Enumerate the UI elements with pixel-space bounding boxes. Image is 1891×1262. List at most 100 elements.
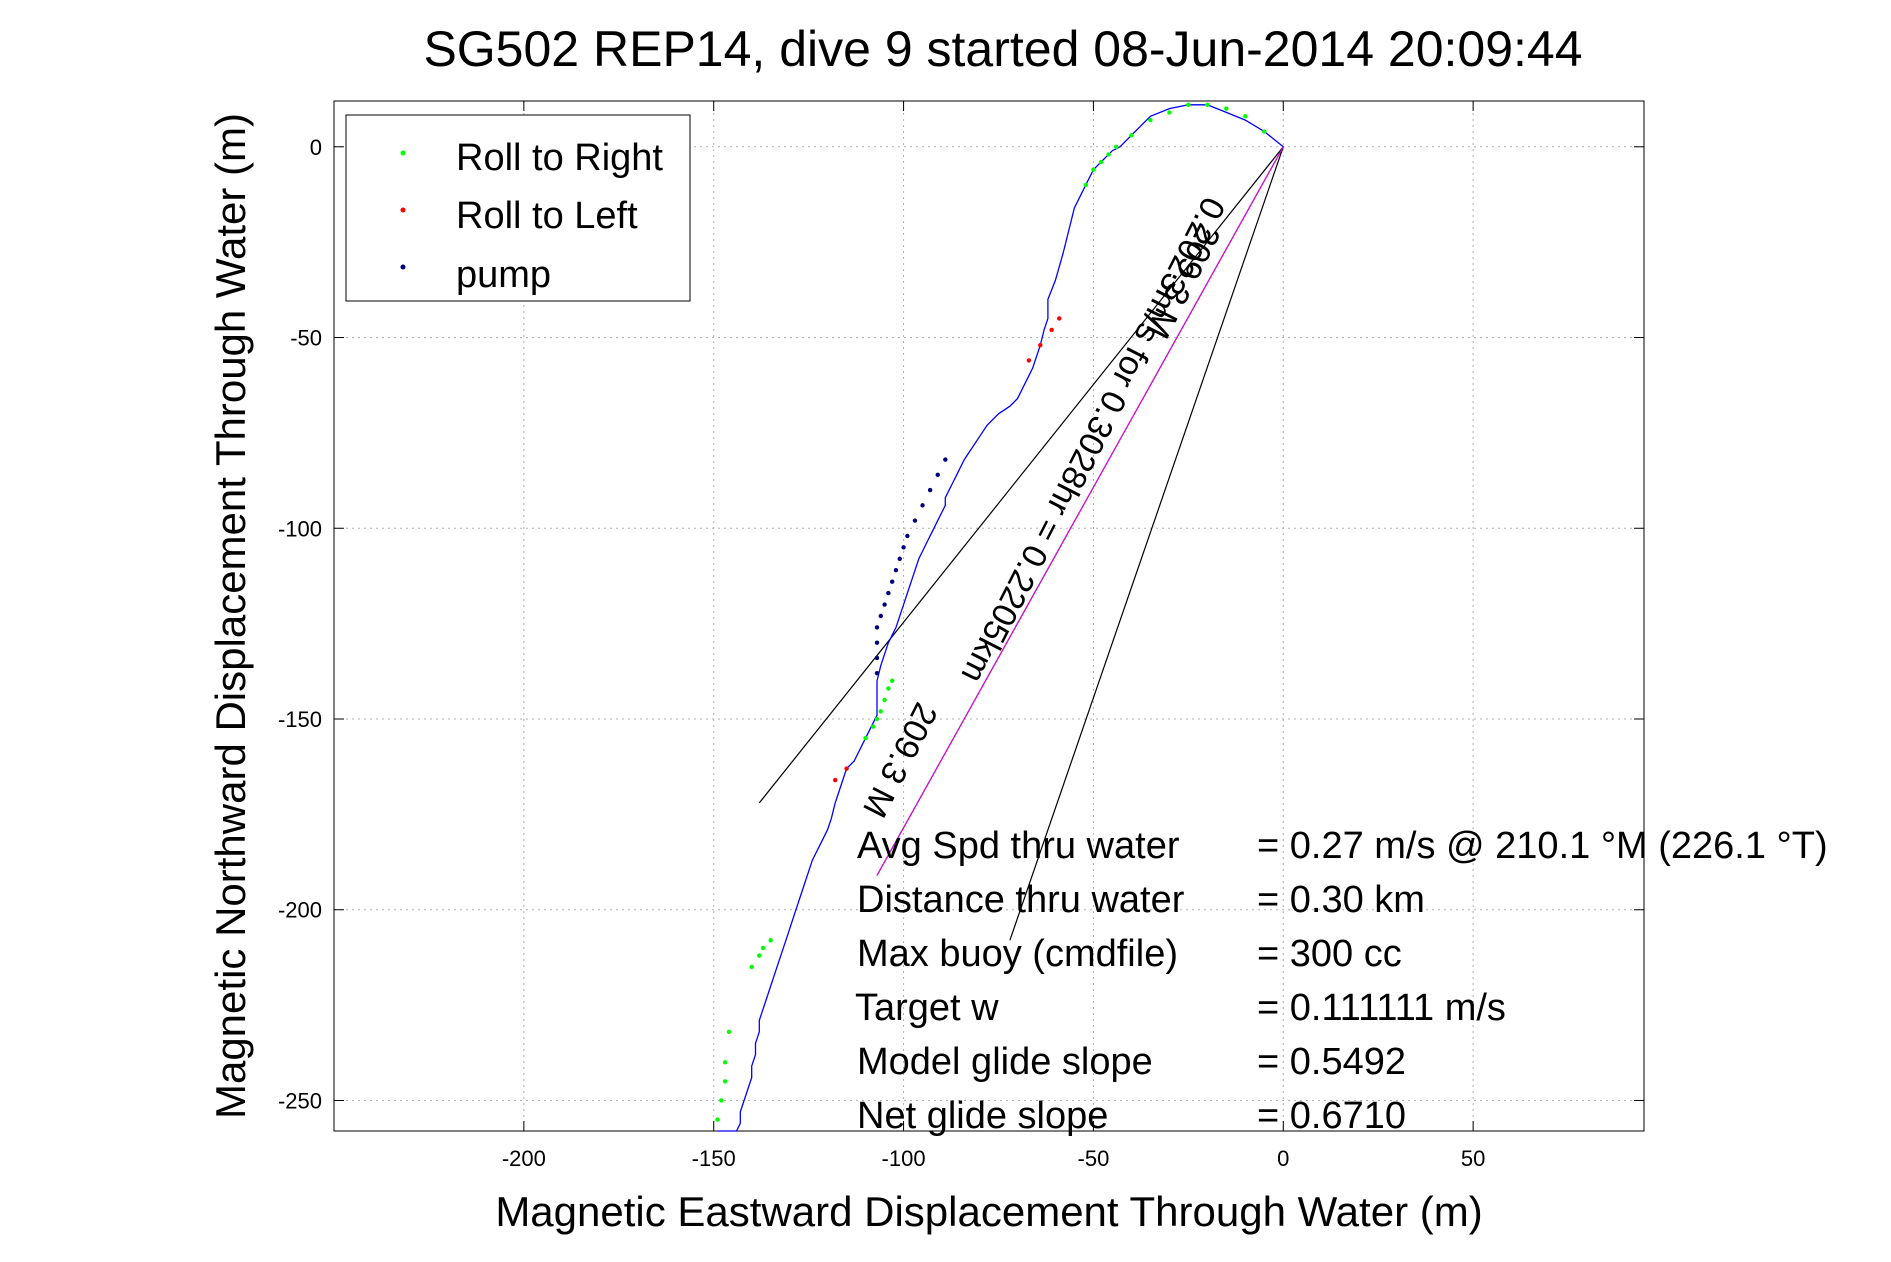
stat-label-target-w: Target w [855,987,999,1029]
pump-point [874,640,880,645]
roll-right-point [715,1117,720,1122]
heading-annotation-2: 209.3 M [855,697,945,824]
roll-right-point [1114,144,1119,149]
roll-right-point [760,945,766,951]
pump-point [893,568,899,573]
pump-point [886,590,891,596]
pump-point [874,625,880,630]
pump-point [874,671,880,676]
roll-right-point [1091,167,1096,172]
roll-right-point [1083,182,1089,188]
roll-right-point [1262,129,1267,134]
plot-frame [333,100,1645,1132]
x-tick-label: 50 [1461,1146,1485,1171]
roll-right-point [874,716,880,722]
roll-right-point [863,735,868,741]
stat-label-max-buoy: Max buoy (cmdfile) [857,933,1178,975]
roll-right-point [719,1098,724,1103]
pump-point [943,457,948,462]
stat-value-max-buoy: = 300 cc [1257,933,1402,975]
legend-label-pump: pump [456,254,551,296]
y-tick-label: 0 [310,135,322,160]
heading-lines [758,146,1284,941]
x-tick-label: -200 [502,1146,546,1171]
legend: Roll to Right Roll to Left pump [345,114,691,302]
pump-point [912,518,918,523]
roll-right-point [722,1079,728,1084]
pump-point [897,556,902,561]
track-points [715,102,1267,1122]
axis-ticks: -200 -150 -100 -50 0 50 0 -50 -100 -150 -200 -250 [278,101,1644,1171]
x-tick-label: 0 [1277,1146,1289,1171]
roll-right-point [768,938,773,943]
legend-label-roll-left: Roll to Left [456,195,638,237]
stat-label-model-glide: Model glide slope [857,1041,1153,1083]
roll-right-point [749,964,754,970]
roll-right-point [1106,152,1111,157]
heading-line [1009,146,1284,941]
roll-right-point [886,686,891,691]
legend-label-roll-right: Roll to Right [456,137,663,179]
pump-point [901,545,906,550]
roll-left-point [1038,342,1043,348]
roll-right-point [882,697,887,703]
stat-value-model-glide: = 0.5492 [1257,1041,1406,1083]
stat-value-distance: = 0.30 km [1257,879,1425,921]
pump-point [878,613,883,619]
track-line [717,104,1284,1132]
roll-left-point [1049,327,1054,333]
roll-right-point [757,953,762,958]
pump-point [935,472,940,478]
roll-right-point [1243,114,1248,119]
roll-left-point [833,777,838,783]
pump-point [882,602,887,607]
pump-point [889,579,895,584]
roll-right-point [878,709,883,714]
legend-marker-roll-right [400,150,406,156]
roll-left-point [1026,358,1032,363]
stat-value-target-w: = 0.111111 m/s [1257,987,1506,1029]
roll-right-point [870,724,876,729]
legend-marker-pump [400,264,406,270]
chart-title: SG502 REP14, dive 9 started 08-Jun-2014 … [423,21,1582,77]
x-axis-label: Magnetic Eastward Displacement Through W… [495,1188,1482,1235]
x-tick-label: -50 [1078,1146,1110,1171]
dive-statistics: Avg Spd thru water = 0.27 m/s @ 210.1 °M… [855,825,1828,1137]
y-tick-label: -50 [290,326,322,351]
grid [334,101,1644,1131]
roll-right-point [726,1029,732,1035]
roll-right-point [722,1060,728,1065]
stat-value-net-glide: = 0.6710 [1257,1095,1406,1137]
heading-line-magenta [876,146,1284,876]
y-tick-label: -100 [278,516,322,541]
y-tick-label: -150 [278,707,322,732]
pump-point [874,655,880,661]
roll-left-point [844,766,849,771]
track [717,104,1284,1132]
stat-label-net-glide: Net glide slope [857,1095,1108,1137]
roll-right-point [1186,102,1191,108]
roll-right-point [1129,133,1134,138]
y-tick-label: -200 [278,898,322,923]
roll-right-point [1167,110,1172,115]
pump-point [920,503,925,508]
stat-label-avg-speed: Avg Spd thru water [857,825,1180,867]
roll-right-point [1098,159,1104,165]
roll-right-point [1148,117,1153,123]
roll-right-point [889,678,895,684]
y-tick-label: -250 [278,1088,322,1113]
y-axis-label: Magnetic Northward Displacement Through … [207,113,254,1119]
roll-right-point [1224,106,1229,111]
x-tick-label: -100 [882,1146,926,1171]
x-tick-label: -150 [692,1146,736,1171]
heading-line [758,146,1284,804]
pump-point [905,533,910,539]
stat-label-distance: Distance thru water [857,879,1185,921]
stat-value-avg-speed: = 0.27 m/s @ 210.1 °M (226.1 °T) [1257,825,1828,867]
roll-right-point [1205,102,1210,108]
roll-left-point [1057,316,1062,321]
heading-annotations: 0.2023m/s for 0.3028hr = 0.2205km 209.3 … [855,191,1232,823]
legend-marker-roll-left [400,207,406,213]
pump-point [927,487,933,493]
